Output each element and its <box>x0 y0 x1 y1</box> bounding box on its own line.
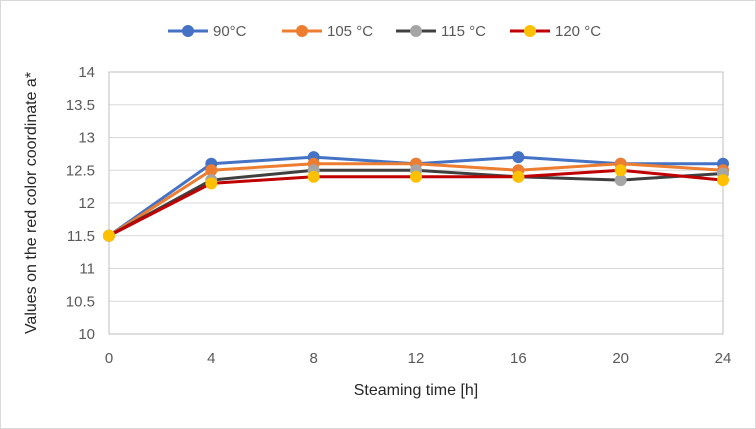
y-axis-ticks: 10 10.5 11 11.5 12 12.5 13 13.5 14 <box>66 64 95 343</box>
legend-label: 90°C <box>213 23 247 40</box>
legend-label: 120 °C <box>555 23 601 40</box>
legend: 90°C 105 °C 115 °C 120 °C <box>168 23 601 40</box>
plot-area <box>108 71 724 335</box>
legend-point-marker <box>524 25 536 37</box>
data-point <box>614 164 627 177</box>
data-point <box>205 177 218 190</box>
x-tick-label: 4 <box>207 350 215 367</box>
data-point <box>512 170 525 183</box>
x-tick-label: 0 <box>105 350 113 367</box>
x-tick-label: 8 <box>309 350 317 367</box>
y-tick-label: 11 <box>79 261 95 278</box>
data-point <box>307 170 320 183</box>
data-point <box>103 229 115 242</box>
y-tick-label: 13 <box>78 130 95 147</box>
y-tick-label: 11.5 <box>67 228 95 245</box>
legend-label: 115 °C <box>441 23 486 40</box>
y-tick-label: 12 <box>78 195 95 212</box>
x-tick-label: 20 <box>612 350 629 367</box>
y-tick-label: 10.5 <box>66 293 95 310</box>
gridlines <box>109 71 723 335</box>
x-tick-label: 16 <box>510 350 527 367</box>
y-tick-label: 14 <box>78 64 95 81</box>
series-points <box>103 151 729 242</box>
x-tick-label: 24 <box>715 350 732 367</box>
legend-point-marker <box>410 25 422 37</box>
data-point <box>717 174 729 187</box>
x-axis-ticks: 0 4 8 12 16 20 24 <box>105 350 732 367</box>
legend-point-marker <box>296 25 308 37</box>
y-tick-label: 13.5 <box>66 97 95 114</box>
x-tick-label: 12 <box>408 350 425 367</box>
data-point <box>410 170 422 183</box>
y-tick-label: 12.5 <box>66 162 95 179</box>
y-axis-title: Values on the red color coordinate a* <box>23 72 40 334</box>
y-tick-label: 10 <box>78 326 95 343</box>
legend-label: 105 °C <box>327 23 373 40</box>
data-point <box>512 151 525 164</box>
x-axis-title: Steaming time [h] <box>354 382 479 399</box>
legend-point-marker <box>182 25 194 37</box>
